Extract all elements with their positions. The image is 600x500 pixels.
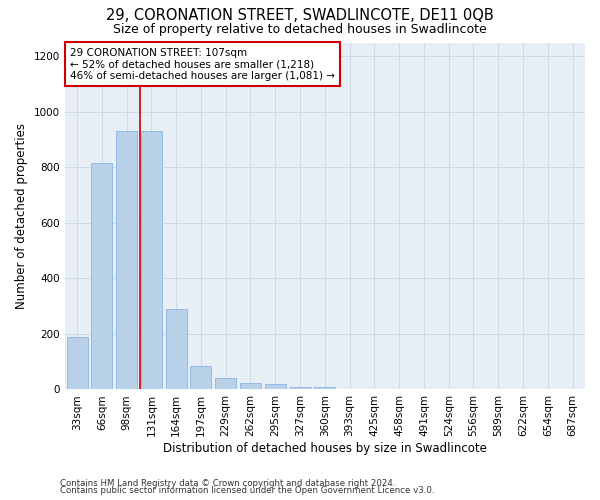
Bar xyxy=(240,382,261,390)
Bar xyxy=(215,378,236,390)
Bar xyxy=(290,386,311,390)
Text: Contains public sector information licensed under the Open Government Licence v3: Contains public sector information licen… xyxy=(60,486,434,495)
Bar xyxy=(314,386,335,390)
Text: Size of property relative to detached houses in Swadlincote: Size of property relative to detached ho… xyxy=(113,22,487,36)
Text: Contains HM Land Registry data © Crown copyright and database right 2024.: Contains HM Land Registry data © Crown c… xyxy=(60,478,395,488)
Bar xyxy=(116,132,137,390)
Text: 29, CORONATION STREET, SWADLINCOTE, DE11 0QB: 29, CORONATION STREET, SWADLINCOTE, DE11… xyxy=(106,8,494,22)
Bar xyxy=(141,132,162,390)
Y-axis label: Number of detached properties: Number of detached properties xyxy=(15,123,28,309)
X-axis label: Distribution of detached houses by size in Swadlincote: Distribution of detached houses by size … xyxy=(163,442,487,455)
Bar xyxy=(91,163,112,390)
Bar xyxy=(166,309,187,390)
Text: 29 CORONATION STREET: 107sqm
← 52% of detached houses are smaller (1,218)
46% of: 29 CORONATION STREET: 107sqm ← 52% of de… xyxy=(70,48,335,81)
Bar xyxy=(190,366,211,390)
Bar xyxy=(67,336,88,390)
Bar xyxy=(265,384,286,390)
